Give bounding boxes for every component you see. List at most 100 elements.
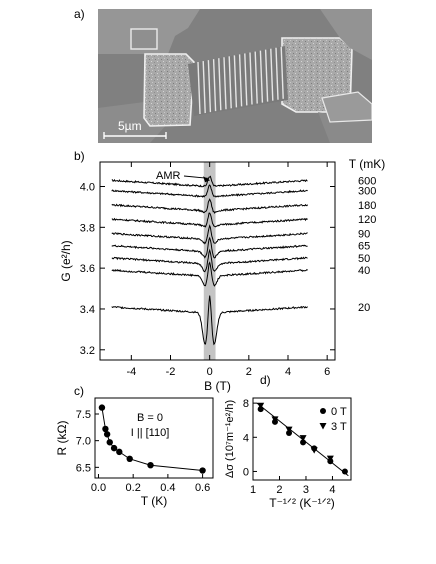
amr-arrow-head (203, 176, 211, 183)
hall-bar-stripe (249, 52, 253, 105)
y-axis-label: R (kΩ) (55, 421, 69, 456)
y-axis-label: G (e²/h) (59, 240, 73, 281)
y-tick-label: 0 (243, 466, 249, 478)
panel-c-label: c) (74, 384, 84, 398)
x-tick-label: 0.0 (91, 482, 106, 494)
hall-bar-stripe (228, 56, 232, 109)
point-3T (271, 416, 279, 423)
series-label-20: 20 (358, 302, 370, 314)
hall-bar-stripe (259, 50, 264, 103)
x-tick-label: 4 (329, 484, 335, 496)
x-tick-label: 2 (276, 484, 282, 496)
series-line-180 (111, 198, 309, 214)
series-line-65 (111, 236, 308, 259)
hall-bar-stripe (280, 46, 284, 99)
hall-bar-stripe (202, 61, 206, 114)
x-tick-label: 0.4 (160, 482, 175, 494)
series-label-65: 65 (358, 241, 370, 253)
data-point (116, 448, 123, 456)
y-tick-label: 7.5 (76, 409, 91, 421)
scale-bar-label: 5µm (118, 119, 142, 133)
x-tick-label: 1 (250, 484, 256, 496)
panel-a-label: a) (74, 7, 85, 21)
point-3T (257, 402, 265, 410)
x-tick-label: 3 (303, 484, 309, 496)
x-tick-label: 4 (285, 366, 291, 378)
x-tick-label: 0.6 (195, 482, 210, 494)
y-tick-label: 7.0 (76, 436, 91, 448)
data-point (199, 467, 206, 474)
y-tick-label: 6.5 (76, 462, 91, 474)
x-axis-label: T⁻¹ᐟ² (K⁻¹ᐟ²) (269, 496, 334, 510)
point-3T (299, 435, 307, 442)
series-line-300 (111, 184, 308, 198)
hall-bar-stripe (270, 48, 274, 101)
panel-d-label: d) (260, 373, 271, 387)
panel-c-frame (94, 397, 214, 479)
series-line-90 (111, 224, 308, 245)
data-point (147, 462, 154, 469)
data-point (110, 444, 118, 452)
y-tick-label: 8 (243, 398, 249, 410)
series-label-600: 600 (358, 175, 376, 187)
y-tick-label: 3.2 (80, 345, 95, 357)
legend-title: T (mK) (349, 157, 385, 171)
series-line-120 (111, 212, 308, 228)
series-line-600 (111, 175, 308, 188)
y-tick-label: 4 (243, 432, 249, 444)
hall-bar-stripe (275, 47, 279, 100)
hall-bar-stripe (244, 53, 248, 106)
panel-b-frame (99, 161, 336, 361)
x-axis-label: B (T) (204, 379, 231, 393)
panel-d-frame (252, 397, 352, 481)
data-point (126, 455, 133, 462)
data-point (103, 431, 111, 438)
series-line-40 (111, 261, 308, 287)
panel-d-chart: 1 2 3 4 0 4 8 T⁻¹ᐟ² (K⁻¹ᐟ²) Δσ (10⁷m⁻¹e²/h) 0 T 3 … (224, 397, 352, 510)
hall-bar-stripe (197, 61, 201, 115)
series-line-50 (111, 248, 308, 273)
series-label-300: 300 (358, 186, 376, 198)
x-tick-label: -2 (166, 366, 176, 378)
amr-shaded-band (203, 162, 216, 360)
legend-marker-3T (319, 423, 327, 430)
x-tick-label: 0 (207, 366, 213, 378)
legend-label-3T: 3 T (331, 421, 347, 433)
x-tick-label: 0.2 (126, 482, 141, 494)
data-point (106, 439, 113, 446)
series-label-90: 90 (358, 228, 370, 240)
y-tick-label: 4.0 (80, 181, 95, 193)
hall-bar-stripe (212, 59, 217, 112)
annotation-current-dir: I || [110] (131, 427, 170, 439)
y-axis-label: Δσ (10⁷m⁻¹e²/h) (224, 400, 236, 478)
hall-bar-stripe (264, 49, 269, 102)
panel-c-chart: 0.0 0.2 0.4 0.6 6.5 7.0 7.5 T (K) R (kΩ) B = 0 I |… (55, 397, 214, 508)
point-0T (341, 468, 348, 475)
legend-marker-0T (320, 408, 326, 414)
point-3T (326, 455, 334, 463)
y-tick-label: 3.6 (80, 263, 95, 275)
hall-bar-stripe (238, 54, 243, 107)
point-3T (310, 447, 318, 454)
hall-bar-stripe (233, 55, 238, 108)
y-tick-label: 3.8 (80, 222, 95, 234)
point-3T (285, 426, 293, 434)
series-label-180: 180 (358, 200, 376, 212)
point-0T (300, 439, 307, 446)
hall-bar-stripe (223, 57, 227, 110)
x-tick-label: 2 (246, 366, 252, 378)
x-tick-label: 6 (324, 366, 330, 378)
annotation-b0: B = 0 (137, 412, 163, 424)
hall-bar-stripe (254, 51, 258, 104)
panel-b-label: b) (74, 149, 85, 163)
sem-micrograph: 5µm (98, 9, 372, 143)
series-label-40: 40 (358, 265, 370, 277)
hall-bar-stripe (207, 60, 212, 113)
legend-label-0T: 0 T (331, 406, 347, 418)
series-label-50: 50 (358, 253, 370, 265)
data-point (98, 404, 106, 411)
amr-annotation: AMR (156, 170, 181, 182)
series-label-120: 120 (358, 214, 376, 226)
y-tick-label: 3.4 (80, 304, 95, 316)
